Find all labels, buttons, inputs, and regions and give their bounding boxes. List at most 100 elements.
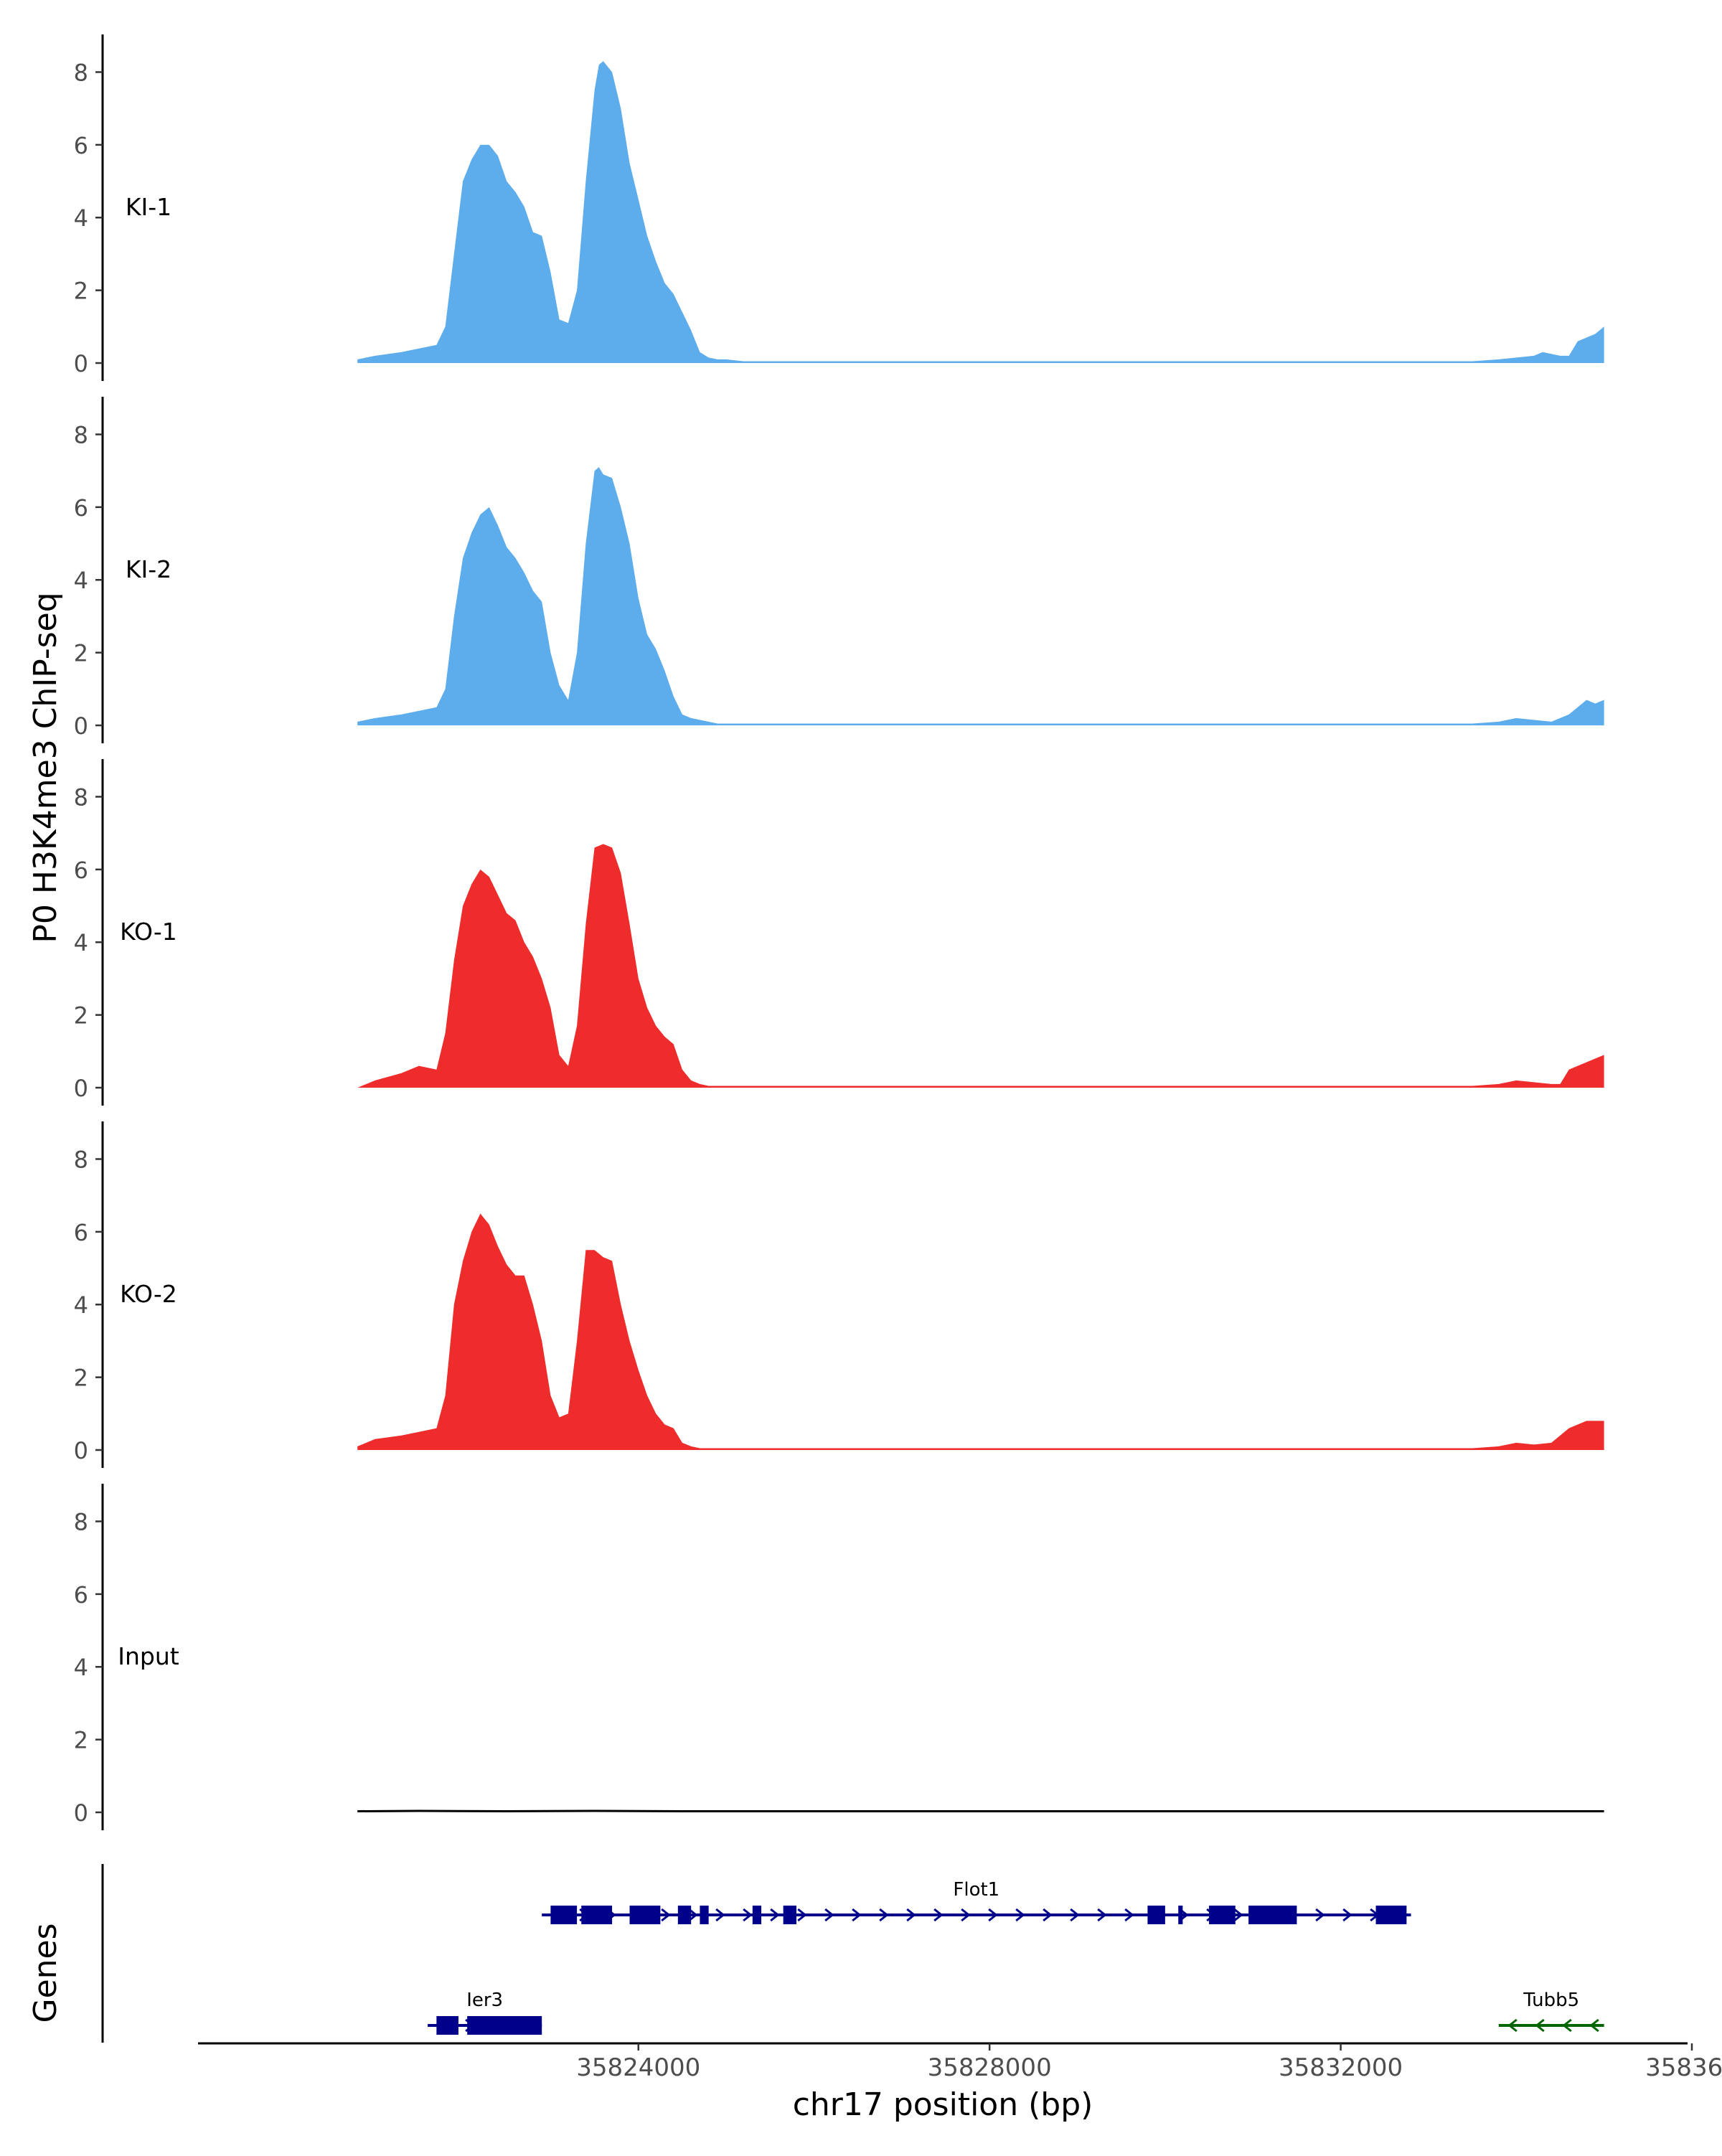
gene-tubb5: Tubb5 xyxy=(1498,1990,1604,2033)
strand-arrow xyxy=(1397,1908,1407,1922)
y-tick-label: 0 xyxy=(74,1799,88,1827)
y-tick-label: 4 xyxy=(74,1654,88,1681)
y-tick-label: 2 xyxy=(74,1727,88,1754)
strand-arrow xyxy=(1315,1908,1325,1922)
y-tick-label: 8 xyxy=(74,783,88,811)
y-tick-label: 0 xyxy=(74,1437,88,1464)
strand-arrow xyxy=(824,1908,834,1922)
y-tick-label: 0 xyxy=(74,1075,88,1102)
track-ko-2: 0 2 4 6 8 KO-2 xyxy=(74,1121,1604,1468)
strand-arrow xyxy=(438,2018,448,2033)
y-axis-title: P0 H3K4me3 ChIP-seq xyxy=(27,592,64,943)
y-tick-label: 4 xyxy=(74,1291,88,1319)
gene-exon xyxy=(467,2016,542,2035)
gene-label: Tubb5 xyxy=(1523,1990,1579,2011)
strand-arrow xyxy=(715,1908,725,1922)
signal-area xyxy=(357,61,1604,364)
track-label: KI-2 xyxy=(126,555,171,583)
gene-exon xyxy=(550,1906,578,1924)
strand-arrow xyxy=(606,1908,616,1922)
x-tick-label: 35832000 xyxy=(1279,2053,1403,2082)
gene-exon xyxy=(629,1906,661,1924)
y-tick-label: 2 xyxy=(74,1002,88,1030)
gene-exon xyxy=(1375,1906,1407,1924)
strand-arrow xyxy=(519,2018,530,2033)
gene-label: Flot1 xyxy=(953,1879,999,1901)
track-ki-2: 0 2 4 6 8 KI-2 xyxy=(74,397,1604,743)
strand-arrow xyxy=(1233,1908,1243,1922)
gene-label: Ier3 xyxy=(466,1990,503,2011)
track-label: KI-1 xyxy=(126,193,171,221)
x-tick-label: 358360 xyxy=(1645,2053,1722,2082)
x-tick-label: 35824000 xyxy=(576,2053,700,2082)
strand-arrow xyxy=(1124,1908,1134,1922)
track-label: KO-1 xyxy=(120,918,177,946)
y-tick-label: 6 xyxy=(74,1581,88,1609)
y-tick-label: 4 xyxy=(74,567,88,594)
gene-flot1: Flot1 xyxy=(542,1879,1411,1924)
gene-exon xyxy=(436,2016,458,2035)
track-label: KO-2 xyxy=(120,1280,177,1308)
gene-ier3: Ier3 xyxy=(428,1990,542,2035)
strand-arrow xyxy=(1589,2018,1599,2033)
signal-line xyxy=(357,1809,1604,1813)
signal-area xyxy=(357,844,1604,1088)
y-tick-label: 0 xyxy=(74,712,88,740)
strand-arrow xyxy=(492,2018,502,2033)
strand-arrow xyxy=(1097,1908,1107,1922)
strand-arrow xyxy=(1152,1908,1162,1922)
strand-arrow xyxy=(634,1908,644,1922)
y-tick-label: 2 xyxy=(74,640,88,667)
gene-exon xyxy=(677,1906,692,1924)
gene-exon xyxy=(700,1906,709,1924)
y-tick-label: 8 xyxy=(74,59,88,86)
y-tick-label: 8 xyxy=(74,421,88,448)
x-axis-title: chr17 position (bp) xyxy=(793,2086,1093,2123)
gene-exon xyxy=(752,1906,762,1924)
y-tick-label: 4 xyxy=(74,204,88,232)
strand-arrow xyxy=(1535,2018,1545,2033)
strand-arrow xyxy=(770,1908,780,1922)
track-input: 0 2 4 6 8 Input xyxy=(74,1484,1604,1830)
signal-area xyxy=(357,467,1604,725)
gene-exon xyxy=(1178,1906,1183,1924)
y-tick-label: 8 xyxy=(74,1146,88,1173)
signal-area xyxy=(357,1213,1604,1450)
x-tick-label: 35828000 xyxy=(928,2053,1052,2082)
genes-title: Genes xyxy=(27,1923,64,2023)
strand-arrow xyxy=(988,1908,998,1922)
strand-arrow xyxy=(1070,1908,1080,1922)
y-tick-label: 2 xyxy=(74,278,88,305)
strand-arrow xyxy=(1370,1908,1380,1922)
strand-arrow xyxy=(1562,2018,1572,2033)
strand-arrow xyxy=(688,1908,698,1922)
y-tick-label: 6 xyxy=(74,857,88,884)
strand-arrow xyxy=(552,1908,562,1922)
strand-arrow xyxy=(1043,1908,1053,1922)
strand-arrow xyxy=(933,1908,944,1922)
strand-arrow xyxy=(797,1908,807,1922)
strand-arrow xyxy=(743,1908,753,1922)
y-tick-label: 8 xyxy=(74,1508,88,1535)
y-tick-label: 2 xyxy=(74,1365,88,1392)
track-label: Input xyxy=(118,1642,179,1670)
y-tick-label: 4 xyxy=(74,929,88,956)
strand-arrow xyxy=(1206,1908,1216,1922)
strand-arrow xyxy=(1179,1908,1189,1922)
y-tick-label: 6 xyxy=(74,494,88,522)
strand-arrow xyxy=(579,1908,589,1922)
gene-exon xyxy=(1248,1906,1297,1924)
strand-arrow xyxy=(1288,1908,1298,1922)
track-ko-1: 0 2 4 6 8 KO-1 xyxy=(74,759,1604,1106)
strand-arrow xyxy=(1507,2018,1518,2033)
y-tick-label: 0 xyxy=(74,350,88,377)
strand-arrow xyxy=(1015,1908,1025,1922)
strand-arrow xyxy=(661,1908,671,1922)
strand-arrow xyxy=(1342,1908,1352,1922)
strand-arrow xyxy=(1261,1908,1271,1922)
strand-arrow xyxy=(879,1908,889,1922)
strand-arrow xyxy=(961,1908,971,1922)
x-axis: 35824000 35828000 35832000 358360 xyxy=(198,2042,1722,2082)
